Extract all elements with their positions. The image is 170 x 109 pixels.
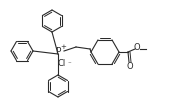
Text: ⁻: ⁻ [67, 61, 71, 67]
Text: O: O [134, 43, 140, 53]
Text: O: O [127, 62, 133, 71]
Text: P: P [55, 48, 61, 56]
Text: +: + [60, 44, 66, 50]
Text: Cl: Cl [58, 60, 66, 68]
